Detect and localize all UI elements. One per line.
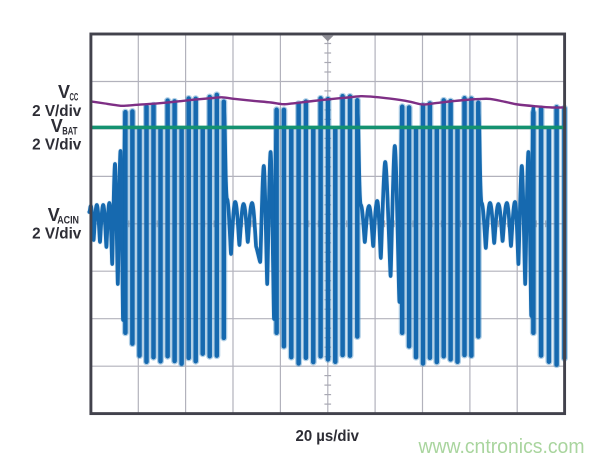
svg-text:2 V/div: 2 V/div [32,137,82,154]
svg-text:BAT: BAT [62,126,77,138]
svg-text:CC: CC [70,92,79,104]
svg-text:www.cntronics.com: www.cntronics.com [418,435,585,458]
svg-text:2 V/div: 2 V/div [32,226,82,243]
svg-text:2 V/div: 2 V/div [32,103,82,120]
svg-text:ACIN: ACIN [57,215,79,227]
svg-text:V: V [51,116,63,136]
svg-text:20 µs/div: 20 µs/div [296,428,360,445]
svg-text:V: V [48,205,60,225]
svg-text:V: V [58,82,70,102]
